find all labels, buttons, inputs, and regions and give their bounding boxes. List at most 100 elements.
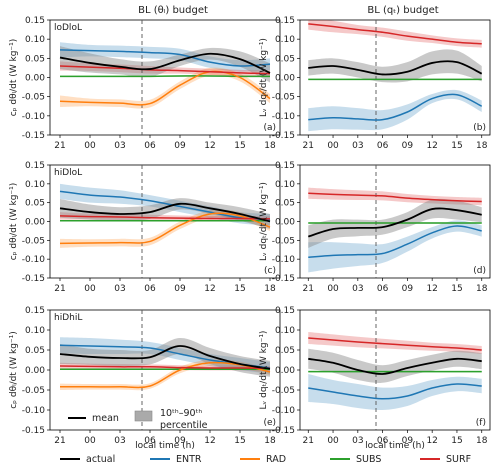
legend-label-subs: SUBS: [356, 454, 381, 465]
legend-label-rad: RAD: [266, 454, 286, 465]
ytick-label: 0.10: [275, 180, 295, 190]
panel-label: (c): [264, 266, 276, 276]
ytick-label: 0.15: [25, 16, 45, 26]
ylabel: Lᵥ dqₜ/dt (W kg⁻¹): [259, 182, 269, 261]
band-entr: [308, 89, 482, 132]
series-actual: [59, 52, 271, 74]
panel-label: (a): [263, 123, 276, 133]
ytick-label: 0.15: [275, 16, 295, 26]
panel-f: 0.15 0.10 0.05 0.00 -0.05 -0.10 -0.15 21 00 03 06 0…: [259, 306, 491, 446]
xtick-label: 18: [264, 284, 276, 294]
series-surf: [308, 192, 482, 203]
band-surf: [308, 20, 482, 48]
xlabel-left: local time (h): [135, 441, 195, 451]
xtick-label: 06: [144, 141, 156, 151]
legend-label-entr: ENTR: [176, 454, 202, 465]
xtick-label: 09: [402, 141, 414, 151]
ytick-label: -0.05: [22, 236, 45, 246]
band-entr: [60, 183, 270, 226]
panel-b: 0.15 0.10 0.05 0.00 -0.05 -0.10 -0.15 21 00 03 06 0…: [259, 16, 491, 151]
ytick-label: 0.00: [25, 218, 45, 228]
xtick-label: 09: [174, 284, 186, 294]
ylabel: Lᵥ dqₜ/dt (W kg⁻¹): [259, 38, 269, 117]
ytick-label: 0.05: [25, 54, 45, 64]
ytick-label: -0.10: [22, 255, 46, 265]
xtick-label: 21: [54, 141, 65, 151]
band-actual: [60, 198, 270, 230]
ytick-label: 0.05: [275, 54, 295, 64]
panel-label: (e): [263, 418, 276, 428]
xtick-label: 06: [377, 436, 389, 446]
series-entr: [308, 93, 483, 121]
series-surf: [59, 215, 271, 220]
ytick-label: -0.10: [22, 406, 46, 416]
xtick-label: 21: [303, 141, 314, 151]
xtick-label: 15: [451, 284, 462, 294]
xtick-label: 06: [377, 141, 389, 151]
xtick-label: 12: [426, 141, 437, 151]
column-title-left: BL (θₗ) budget: [138, 5, 208, 16]
row-tag: hiDhiL: [54, 313, 82, 323]
xtick-label: 15: [451, 436, 462, 446]
ytick-label: 0.00: [275, 366, 295, 376]
xtick-label: 12: [426, 436, 437, 446]
plot-area: [59, 310, 271, 430]
xlabel-right: local time (h): [365, 441, 425, 451]
row-tag: hiDloL: [54, 168, 82, 178]
series-surf: [59, 65, 271, 75]
ytick-label: 0.10: [275, 35, 295, 45]
xtick-label: 00: [84, 436, 96, 446]
ytick-label: 0.05: [275, 199, 295, 209]
panel-label: (d): [473, 266, 486, 276]
ytick-label: -0.15: [272, 131, 295, 141]
row-tag: loDloL: [54, 23, 82, 33]
xtick-label: 18: [264, 436, 276, 446]
series-rad: [59, 212, 271, 245]
xtick-label: 18: [476, 436, 488, 446]
legend-label-surf: SURF: [446, 454, 471, 465]
ytick-label: -0.05: [272, 93, 295, 103]
band-surf: [308, 332, 482, 354]
xtick-label: 15: [234, 284, 245, 294]
series-actual: [59, 345, 271, 370]
plot-area: [307, 165, 482, 278]
series-entr: [308, 383, 482, 400]
ytick-label: -0.15: [22, 426, 45, 436]
band-rad: [60, 209, 270, 248]
xtick-label: 21: [303, 436, 314, 446]
xtick-label: 09: [402, 436, 414, 446]
plot-area: [59, 20, 271, 135]
xtick-label: 09: [174, 141, 186, 151]
plot-area: [308, 20, 483, 135]
legend-percentile-label-2: percentile: [160, 420, 208, 431]
xtick-label: 00: [327, 284, 339, 294]
ytick-label: -0.10: [272, 255, 296, 265]
panel-c: 0.15 0.10 0.05 0.00 -0.05 -0.10 -0.15 21 00 03 06 0…: [9, 161, 281, 294]
xtick-label: 18: [476, 141, 488, 151]
ytick-label: -0.15: [272, 274, 295, 284]
xtick-label: 00: [84, 141, 96, 151]
ytick-label: 0.15: [275, 306, 295, 316]
ytick-label: -0.10: [272, 406, 296, 416]
xtick-label: 12: [426, 284, 437, 294]
band-entr: [308, 374, 482, 411]
panel-a: 0.15 0.10 0.05 0.00 -0.05 -0.10 -0.15 21 00 03 06 0…: [9, 16, 281, 151]
band-rad: [60, 67, 270, 109]
ytick-label: 0.00: [275, 218, 295, 228]
ytick-label: 0.05: [25, 199, 45, 209]
series-surf: [308, 23, 482, 45]
ytick-label: 0.15: [25, 161, 45, 171]
legend-percentile-swatch: [134, 410, 153, 422]
ytick-label: -0.05: [272, 386, 295, 396]
xtick-label: 09: [174, 436, 186, 446]
ytick-label: -0.05: [272, 236, 295, 246]
xtick-label: 21: [303, 284, 314, 294]
xtick-label: 12: [204, 284, 215, 294]
ytick-label: -0.10: [22, 112, 46, 122]
column-title-right: BL (qₜ) budget: [367, 5, 438, 16]
ytick-label: -0.15: [272, 426, 295, 436]
ylabel: cₚ dθₗ/dt (W kg⁻¹): [9, 183, 19, 261]
ytick-label: 0.05: [25, 346, 45, 356]
band-entr: [308, 220, 482, 273]
